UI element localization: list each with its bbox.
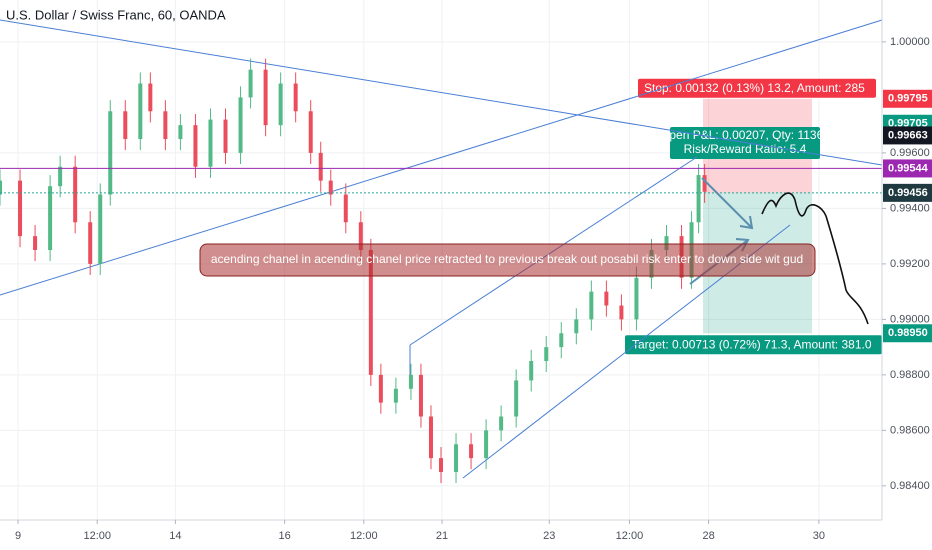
candle-body <box>664 236 669 251</box>
candle-body <box>589 291 594 320</box>
y-tick-label: 0.98800 <box>890 369 930 381</box>
candle-body <box>208 119 213 167</box>
price-label-bg <box>883 324 932 343</box>
candle-body <box>604 291 609 306</box>
candle-body <box>368 250 373 375</box>
candle-body <box>163 111 168 140</box>
candle-body <box>328 180 333 195</box>
candle-body <box>343 194 348 223</box>
candle-body <box>484 430 489 459</box>
price-label: 0.99544 <box>888 162 929 174</box>
candle-body <box>318 152 323 181</box>
candle-body <box>529 361 534 381</box>
target-label: Target: 0.00713 (0.72%) 71.3, Amount: 38… <box>632 337 872 351</box>
candle-body <box>428 416 433 459</box>
x-tick-label: 16 <box>279 530 291 542</box>
candle-body <box>418 374 423 417</box>
chart-title: U.S. Dollar / Swiss Franc, 60, OANDA <box>6 7 226 22</box>
y-tick-label: 0.99000 <box>890 313 930 325</box>
x-tick-label: 30 <box>813 530 825 542</box>
candle-body <box>238 97 243 153</box>
candle-body <box>293 83 298 112</box>
x-tick-label: 28 <box>702 530 714 542</box>
stop-label: Stop: 0.00132 (0.13%) 13.2, Amount: 285 <box>644 81 865 95</box>
pl-bg <box>670 127 820 159</box>
candle-body <box>148 83 153 112</box>
annotation-box <box>199 243 816 277</box>
candle-body <box>634 277 639 320</box>
candle-body <box>358 222 363 251</box>
arrow <box>701 177 754 230</box>
price-label-bg <box>883 183 932 202</box>
candle-body <box>408 374 413 389</box>
candle-body <box>514 380 519 417</box>
candle-body <box>696 175 701 223</box>
candle-body <box>559 333 564 348</box>
candle-body <box>544 347 549 362</box>
trend-line <box>0 19 883 296</box>
price-label: 0.99795 <box>888 93 928 105</box>
x-tick-label: 9 <box>15 530 21 542</box>
candle-body <box>393 388 398 403</box>
x-tick-label: 14 <box>169 530 181 542</box>
candle-body <box>33 236 38 251</box>
candle-body <box>88 222 93 264</box>
candle-body <box>308 111 313 153</box>
annotation: acending chanel in acending chanel price… <box>211 252 803 266</box>
trend-line <box>0 19 883 166</box>
candle-body <box>123 111 128 140</box>
candle-body <box>193 125 198 167</box>
x-tick-label: 12:00 <box>616 530 644 542</box>
candle-body <box>454 444 459 472</box>
price-label: 0.99456 <box>888 187 928 199</box>
candle-body <box>619 305 624 320</box>
candle-body <box>0 180 2 195</box>
candles <box>0 58 707 484</box>
candle-body <box>439 458 443 472</box>
candle-body <box>73 166 78 223</box>
risk-reward-label: Risk/Reward Ratio: 5.4 <box>684 142 807 156</box>
price-label-bg <box>883 126 932 145</box>
candle-body <box>469 444 474 459</box>
y-tick-label: 1.00000 <box>890 36 930 48</box>
candle-body <box>48 186 53 251</box>
candle-body <box>702 175 707 192</box>
price-label: 0.99663 <box>888 129 928 141</box>
axis: 1.00000 0.99600 0.99400 0.99200 0.99000 0.988… <box>15 36 932 542</box>
candle-body <box>108 111 113 195</box>
candle-body <box>263 69 268 126</box>
stop-bg <box>638 78 876 98</box>
x-tick-label: 12:00 <box>350 530 378 542</box>
y-tick-label: 0.99400 <box>890 202 930 214</box>
candle-body <box>58 166 63 187</box>
price-label-bg <box>883 159 932 178</box>
x-tick-label: 12:00 <box>83 530 111 542</box>
candle-body <box>499 416 504 431</box>
price-lines <box>0 167 882 194</box>
price-label-bg <box>883 89 932 108</box>
candle-body <box>278 83 283 126</box>
candle-body <box>574 319 579 334</box>
candle-body <box>378 374 383 403</box>
y-tick-label: 0.99200 <box>890 258 930 270</box>
y-tick-label: 0.98400 <box>890 480 930 492</box>
y-tick-label: 0.98600 <box>890 424 930 436</box>
candle-body <box>248 69 253 98</box>
candle-body <box>178 125 183 140</box>
candle-body <box>223 119 228 153</box>
hand-drawing <box>761 192 869 325</box>
target-bg <box>625 335 882 355</box>
y-tick-label: 0.99600 <box>890 147 930 159</box>
price-label: 0.98950 <box>888 327 928 339</box>
open-pl-label: Open P&L: 0.00207, Qty: 11363 <box>660 128 830 142</box>
x-tick-label: 23 <box>543 530 555 542</box>
candle-body <box>98 194 103 264</box>
candle-body <box>18 180 23 237</box>
x-tick-label: 21 <box>436 530 448 542</box>
candle-body <box>138 83 143 140</box>
